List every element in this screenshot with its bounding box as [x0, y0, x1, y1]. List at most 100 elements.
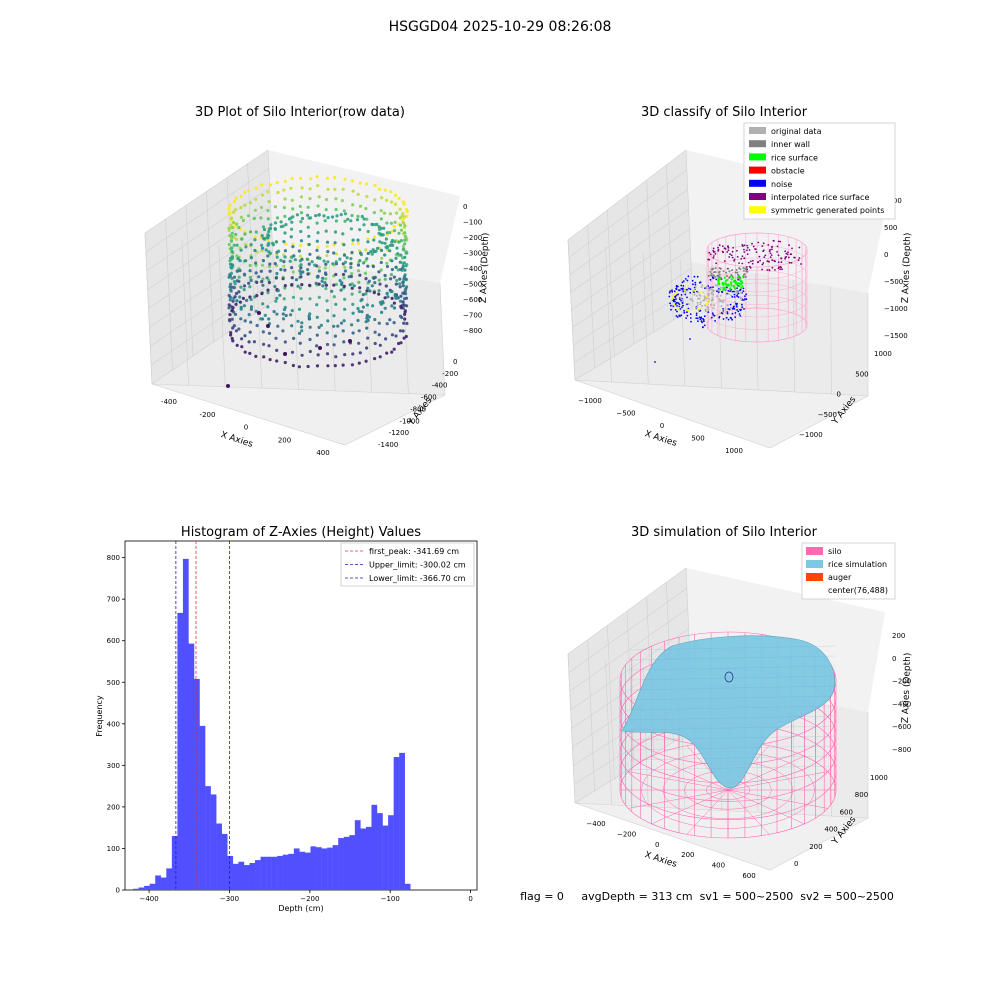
noise-point [681, 306, 683, 309]
noise-point [686, 279, 689, 282]
noise-point [674, 300, 676, 303]
panel-simulation-xlabel: X Axies [643, 850, 678, 870]
legend-swatch-2 [806, 573, 823, 581]
rice-surface-point [717, 277, 720, 280]
rice-mesh-line [629, 695, 836, 701]
original-data-point [707, 294, 710, 297]
raw-data-point [267, 317, 271, 321]
rice-mesh-line [629, 705, 836, 711]
raw-data-point [262, 342, 266, 346]
histogram-bar [249, 862, 256, 890]
raw-data-point [317, 282, 321, 286]
histogram-bar [133, 888, 139, 890]
sim-x-tick-3: 200 [681, 851, 694, 859]
raw-data-point [308, 197, 312, 201]
raw-data-point [393, 202, 398, 206]
raw-data-point [320, 279, 324, 283]
raw-data-point [308, 187, 312, 191]
raw-data-point [239, 307, 243, 311]
interpolated-rice-point [798, 257, 801, 259]
raw-data-point [266, 233, 270, 237]
raw-data-point [239, 206, 243, 210]
raw-data-point [362, 217, 366, 221]
original-data-point [726, 304, 729, 307]
histogram-y-tick-label: 800 [107, 554, 120, 562]
raw-data-point [373, 341, 377, 346]
interpolated-rice-point [729, 253, 731, 256]
histogram-bar [216, 823, 222, 890]
original-data-point [738, 296, 741, 299]
raw-data-point [283, 268, 287, 272]
original-data-point [724, 307, 727, 310]
raw-data-point [242, 284, 247, 288]
panel-classify-legend: original data inner wall rice surface obsta… [743, 122, 896, 220]
original-data-point [715, 284, 718, 287]
panel-raw-y-ticks: 0 -200 -400 -600 -800 -1000 -1200 -1400 [378, 358, 458, 449]
raw-data-point [397, 231, 401, 235]
interpolated-rice-point [786, 253, 789, 256]
interpolated-rice-point [761, 245, 764, 248]
histogram-x-tick-label: 0 [468, 895, 472, 903]
raw-data-point [264, 248, 268, 252]
raw-data-point [276, 288, 280, 293]
raw-data-point [372, 291, 376, 295]
raw-data-point [290, 198, 294, 202]
raw-data-point [295, 213, 299, 217]
raw-data-point [383, 273, 387, 278]
interpolated-rice-point [743, 251, 746, 253]
raw-data-point [325, 244, 329, 249]
raw-data-point [253, 235, 257, 239]
raw-data-point [230, 255, 234, 259]
raw-data-point [267, 200, 271, 204]
rice-mesh-line [629, 735, 836, 741]
raw-data-point [229, 282, 233, 286]
noise-point [676, 305, 678, 307]
raw-data-point [364, 207, 368, 211]
noise-point [721, 291, 724, 294]
raw-data-point [229, 333, 233, 337]
noise-point [720, 312, 723, 314]
raw-data-point [275, 253, 279, 257]
raw-data-point [323, 266, 327, 270]
raw-data-point [289, 313, 293, 317]
panel-simulation-y-ticks: 0 200 400 600 800 1000 [794, 774, 888, 868]
raw-data-point [394, 282, 398, 286]
raw-data-point [326, 308, 330, 313]
panel-raw-axes-box [145, 150, 460, 446]
raw-data-point [291, 245, 295, 249]
original-data-point [705, 287, 708, 290]
rice-mesh-line [629, 765, 836, 771]
interpolated-rice-point [767, 260, 770, 263]
inner-wall-point [731, 269, 734, 272]
raw-data-point [316, 245, 320, 249]
interpolated-rice-point [746, 244, 749, 247]
symmetric-point [702, 292, 705, 295]
raw-data-point [282, 240, 286, 244]
original-data-point [703, 297, 706, 300]
rice-surface-point [740, 286, 743, 289]
histogram-y-tick-label: 700 [107, 596, 120, 604]
noise-point [700, 316, 703, 319]
histogram-vlines [175, 541, 230, 890]
raw-data-point [364, 359, 368, 363]
raw-data-point [235, 254, 239, 258]
rice-surface-point [729, 287, 732, 290]
interpolated-rice-point [727, 267, 729, 270]
raw-data-point [299, 211, 304, 215]
raw-data-point [284, 313, 288, 318]
raw-data-point [249, 243, 253, 247]
grid-line [165, 219, 173, 371]
noise-point [699, 318, 702, 321]
raw-data-point [377, 333, 381, 337]
noise-point [679, 308, 682, 310]
raw-data-point [308, 252, 312, 256]
raw-data-point [374, 249, 378, 253]
legend-label-1: rice simulation [828, 560, 887, 569]
original-data-point [681, 298, 684, 301]
raw-data-point [404, 334, 408, 339]
histogram-legend-label-2: Lower_limit: -366.70 cm [369, 574, 466, 583]
raw-data-point [401, 211, 405, 215]
histogram-bar [327, 847, 333, 890]
raw-data-point [377, 321, 381, 325]
original-data-point [695, 294, 698, 297]
